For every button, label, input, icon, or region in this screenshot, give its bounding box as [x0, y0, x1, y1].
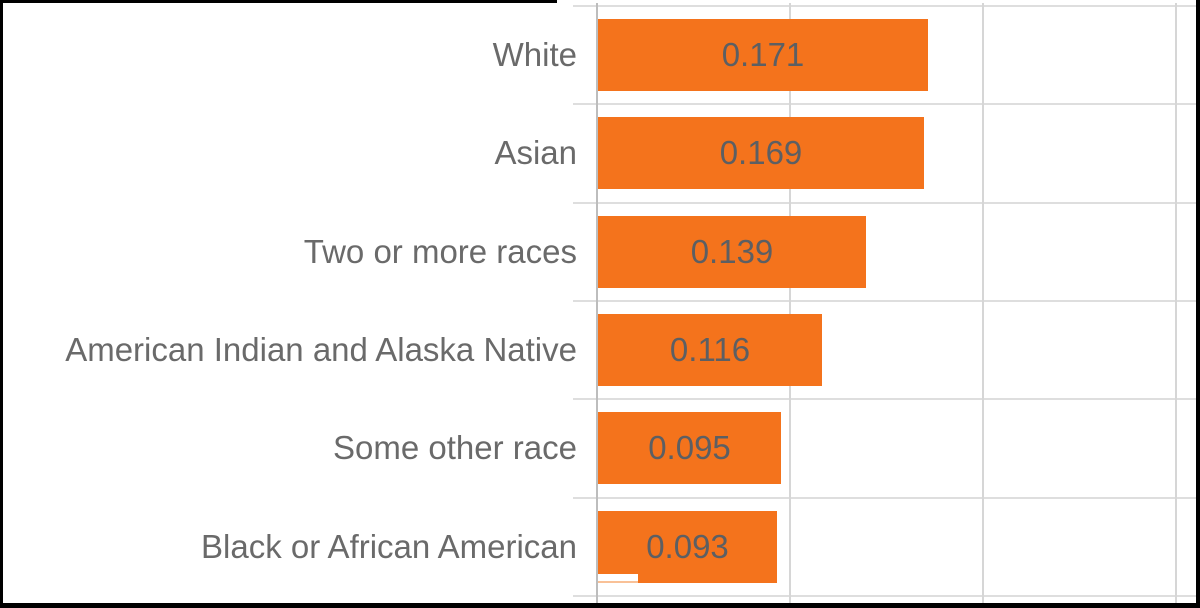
vertical-gridline	[1175, 3, 1177, 603]
vertical-gridline	[982, 3, 984, 603]
bar[interactable]: 0.093	[598, 511, 777, 583]
bar-value-label: 0.171	[721, 36, 805, 73]
bar-row: American Indian and Alaska Native 0.116	[0, 300, 1200, 398]
category-label: White	[492, 36, 577, 73]
category-label: American Indian and Alaska Native	[65, 331, 577, 368]
category-label: Some other race	[333, 429, 577, 466]
frame-border-bottom	[0, 603, 1200, 608]
category-label: Asian	[494, 134, 577, 171]
y-axis-line	[596, 3, 598, 603]
bar[interactable]: 0.169	[598, 117, 924, 189]
bar[interactable]: 0.095	[598, 412, 781, 484]
horizontal-gridline	[573, 497, 1196, 499]
horizontal-gridline	[573, 5, 1196, 7]
horizontal-gridline	[573, 202, 1196, 204]
bar-value-label: 0.093	[646, 528, 729, 565]
frame-border-top	[0, 0, 557, 3]
bar-row: Two or more races 0.139	[0, 202, 1200, 300]
bar[interactable]: 0.171	[598, 19, 928, 91]
bar-value-label: 0.139	[690, 233, 774, 270]
bar[interactable]: 0.116	[598, 314, 822, 386]
frame-border-left	[0, 0, 3, 608]
bar-value-label: 0.169	[719, 134, 803, 171]
horizontal-gridline	[573, 103, 1196, 105]
vertical-gridline	[789, 3, 791, 603]
frame-border-right	[1196, 0, 1200, 608]
bar-render-notch-edge	[598, 581, 638, 583]
bar-row: Some other race 0.095	[0, 398, 1200, 496]
bar[interactable]: 0.139	[598, 216, 866, 288]
bar-row: White 0.171	[0, 5, 1200, 103]
horizontal-gridline	[573, 595, 1196, 597]
bar-row: Black or African American 0.093	[0, 497, 1200, 595]
horizontal-gridline	[573, 300, 1196, 302]
bar-value-label: 0.095	[648, 429, 731, 466]
bar-render-notch	[598, 574, 638, 581]
category-label: Two or more races	[303, 233, 577, 270]
bar-row: Asian 0.169	[0, 103, 1200, 201]
horizontal-gridline	[573, 398, 1196, 400]
category-label: Black or African American	[201, 528, 577, 565]
bar-value-label: 0.116	[669, 331, 751, 368]
